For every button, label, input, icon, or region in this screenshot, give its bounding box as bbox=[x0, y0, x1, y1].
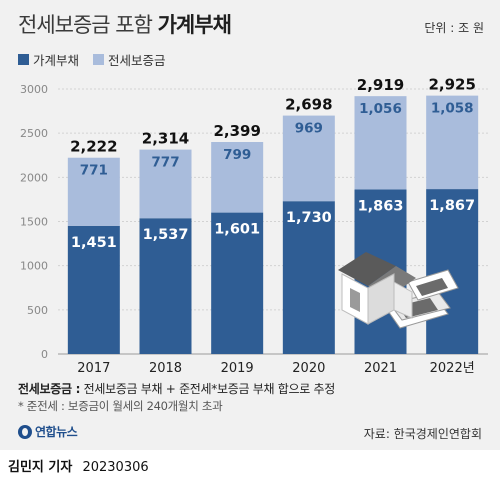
data-label-household: 1,451 bbox=[71, 235, 117, 251]
bar-jeonse bbox=[67, 157, 120, 226]
data-label-jeonse: 969 bbox=[295, 121, 323, 137]
bar-household bbox=[139, 218, 192, 354]
legend-item-jeonse: 전세보증금 bbox=[93, 50, 166, 69]
data-label-total: 2,314 bbox=[142, 130, 189, 148]
y-axis: 0 500 1000 1500 2000 2500 3000 bbox=[20, 83, 48, 361]
bar-jeonse bbox=[426, 95, 479, 190]
unit-label: 단위 : 조 원 bbox=[424, 21, 484, 35]
note-definition: 전세보증금 : 전세보증금 부채 + 준전세*보증금 부채 합으로 추정 bbox=[18, 380, 335, 397]
note-footnote: * 준전세 : 보증금이 월세의 240개월치 초과 bbox=[18, 399, 223, 413]
x-tick-label: 2021 bbox=[364, 361, 397, 375]
data-label-household: 1,863 bbox=[358, 198, 404, 214]
bar-jeonse bbox=[139, 149, 192, 219]
y-tick-label: 500 bbox=[27, 304, 48, 317]
data-label-household: 1,730 bbox=[286, 210, 332, 226]
legend: 가계부채 전세보증금 bbox=[18, 50, 180, 69]
data-label-total: 2,399 bbox=[213, 122, 260, 140]
data-label-total: 2,919 bbox=[357, 76, 404, 94]
bar-household bbox=[211, 212, 264, 354]
y-tick-label: 1000 bbox=[20, 260, 48, 273]
data-label-total: 2,925 bbox=[428, 76, 475, 94]
yonhap-logo: 연합뉴스 bbox=[18, 423, 78, 440]
legend-swatch-household bbox=[18, 54, 29, 65]
y-tick-label: 1500 bbox=[20, 216, 48, 229]
logo-text: 연합뉴스 bbox=[35, 425, 78, 439]
data-label-jeonse: 799 bbox=[223, 147, 251, 163]
stacked-bar-chart: 0 500 1000 1500 2000 2500 3000 1,451 771 2,222 1,… bbox=[20, 76, 488, 375]
x-tick-label: 2018 bbox=[149, 361, 182, 375]
bar-jeonse bbox=[354, 96, 407, 190]
note-definition-text: 전세보증금 부채 + 준전세*보증금 부채 합으로 추정 bbox=[80, 382, 336, 396]
data-label-jeonse: 1,056 bbox=[359, 101, 402, 117]
y-tick-label: 2500 bbox=[20, 127, 48, 140]
y-tick-label: 0 bbox=[41, 348, 48, 361]
y-tick-label: 2000 bbox=[20, 171, 48, 184]
publish-date: 20230306 bbox=[82, 460, 149, 475]
x-axis: 2017 2018 2019 2020 2021 2022년 bbox=[77, 361, 474, 375]
grid-lines bbox=[58, 88, 488, 355]
data-label-total: 2,698 bbox=[285, 96, 332, 114]
bar-household bbox=[282, 201, 335, 354]
legend-swatch-jeonse bbox=[93, 54, 105, 65]
bar-household bbox=[67, 225, 120, 354]
data-label-total: 2,222 bbox=[70, 138, 117, 156]
data-label-jeonse: 777 bbox=[151, 155, 179, 171]
x-tick-label: 2022년 bbox=[430, 361, 475, 375]
title-bold: 가계부채 bbox=[157, 13, 232, 37]
page-title: 전세보증금 포함 가계부채 bbox=[18, 10, 232, 40]
source-label: 자료: 한국경제인연합회 bbox=[363, 427, 482, 441]
title-light: 전세보증금 포함 bbox=[18, 13, 153, 37]
legend-item-household: 가계부채 bbox=[18, 50, 79, 69]
bar-jeonse bbox=[211, 142, 264, 213]
yonhap-logo-icon bbox=[18, 424, 32, 439]
note-definition-term: 전세보증금 : bbox=[18, 382, 81, 396]
x-tick-label: 2020 bbox=[292, 361, 325, 375]
data-label-jeonse: 771 bbox=[80, 163, 108, 179]
bar-household bbox=[426, 189, 479, 354]
house-illustration-icon bbox=[338, 252, 459, 329]
data-label-jeonse: 1,058 bbox=[431, 101, 474, 117]
x-tick-label: 2019 bbox=[221, 361, 254, 375]
reporter-name: 김민지 기자 bbox=[8, 460, 73, 475]
data-label-household: 1,537 bbox=[143, 227, 189, 243]
data-label-household: 1,601 bbox=[214, 222, 260, 238]
credit-line: 김민지 기자 20230306 bbox=[8, 456, 149, 475]
legend-label-jeonse: 전세보증금 bbox=[108, 53, 166, 68]
y-tick-label: 3000 bbox=[20, 83, 48, 96]
bar-jeonse bbox=[282, 115, 335, 202]
data-label-household: 1,867 bbox=[429, 198, 475, 214]
legend-label-household: 가계부채 bbox=[33, 53, 80, 68]
x-tick-label: 2017 bbox=[77, 361, 110, 375]
